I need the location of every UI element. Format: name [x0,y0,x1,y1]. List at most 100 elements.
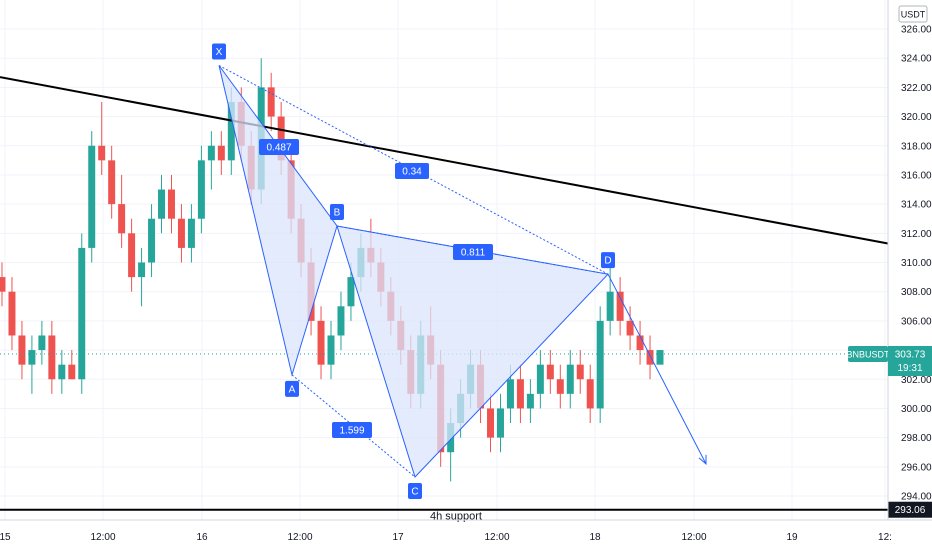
y-tick-label: 326.00 [901,25,932,36]
candle-body [128,233,136,278]
y-tick-label: 324.00 [901,54,932,65]
pattern-triangle-bcd [336,225,610,478]
candle-body [58,364,66,380]
x-tick-label: 16 [196,532,208,543]
last-price-tag: 303.73 [895,350,926,361]
ratio-label: 0.34 [402,167,422,178]
trendline-layer [0,76,889,245]
support-label: 4h support [430,511,482,523]
pattern-point-label-bg [601,252,615,269]
candle-body [337,306,345,336]
candle-body [88,145,96,248]
x-tick-label: 12:00 [90,532,115,543]
candle-body [506,379,514,409]
ratio-label-bg [453,244,493,260]
candle-body [566,364,574,394]
candle-body [197,160,205,219]
candle-body [158,189,166,219]
y-tick-label: 318.00 [901,141,932,152]
ratio-label-bg [259,139,299,155]
y-tick-label: 300.00 [901,404,932,415]
candle-body [28,350,36,365]
y-tick-label: 294.00 [901,492,932,503]
trendline [0,76,889,245]
candle-body [187,218,195,248]
y-tick-label: 296.00 [901,462,932,473]
y-tick-label: 320.00 [901,112,932,123]
pattern-point-label: X [216,47,223,58]
x-tick-label: 18 [589,532,601,543]
candle-body [148,218,156,263]
y-tick-label: 302.00 [901,375,932,386]
y-tick-label: 322.00 [901,83,932,94]
candle-body [636,335,644,351]
candle-body [177,218,185,248]
candle-body [576,364,584,380]
support-price-tag-bg [888,501,932,518]
candle-body [347,277,355,307]
candle-body [277,116,285,161]
currency-label: USDT [901,10,926,20]
candle-body [656,350,664,365]
ratio-label-bg [332,422,372,438]
symbol-tag-bg [848,346,888,363]
last-price-tag-bg [888,346,932,377]
candle-body [546,364,554,380]
x-tick-label: 12:00 [484,532,509,543]
countdown-label: 19:31 [897,363,922,374]
symbol-tag: BNBUSDT [846,350,890,360]
candle-body [596,320,604,409]
candle-body [227,101,235,161]
candle-body [167,189,175,219]
candle-body [626,320,634,336]
candle-body [487,408,495,438]
ratio-label: 0.487 [266,143,291,154]
x-tick-label: 12:00 [287,532,312,543]
pattern-point-label-bg [408,483,422,500]
candle-body [48,335,56,380]
candle-body [38,335,46,351]
candle-body [556,379,564,394]
y-tick-label: 310.00 [901,258,932,269]
candle-body [317,320,325,365]
candle-body [78,247,86,380]
projection-arrowhead [698,454,707,465]
candle-body [526,393,534,409]
candle-body [18,335,26,365]
x-tick-label: 15 [0,532,11,543]
candle-body [616,291,624,321]
pattern-ac-line [291,374,416,478]
candle-body [98,145,106,161]
candle-body [138,262,146,278]
candle-body [267,87,275,117]
y-tick-label: 316.00 [901,170,932,181]
ratio-label-bg [395,163,429,179]
support-price-tag: 293.06 [895,505,926,516]
y-tick-label: 314.00 [901,200,932,211]
candle-body [586,379,594,409]
candle-body [536,364,544,394]
support-layer: 4h support 293.06 [0,501,932,523]
x-tick-label: 12:00 [681,532,706,543]
y-tick-label: 298.00 [901,433,932,444]
pattern-point-label: A [289,384,296,395]
pattern-point-label-bg [212,43,226,60]
x-tick-label: 12: [878,532,892,543]
candle-body [0,277,6,292]
currency-box [898,5,928,23]
candle-body [516,379,524,409]
candle-body [8,291,16,336]
candle-body [496,408,504,438]
pattern-point-label: B [334,208,341,219]
candle-body [118,204,126,234]
y-tick-label: 306.00 [901,316,932,327]
pattern-layer: X A B C D 0.487 0.34 0.811 1.599 [212,43,707,500]
candle-body [327,335,335,365]
y-tick-label: 308.00 [901,287,932,298]
pattern-point-label: C [411,487,418,498]
pattern-point-label-bg [285,380,299,397]
candle-body [207,145,215,161]
